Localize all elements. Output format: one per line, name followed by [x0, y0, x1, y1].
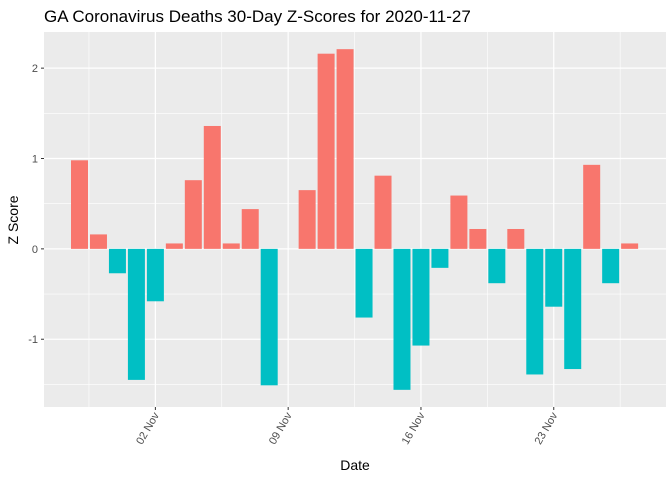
- bar: [146, 248, 164, 302]
- y-tick-label: 0: [32, 244, 38, 256]
- bar: [71, 160, 88, 249]
- bar: [583, 164, 601, 249]
- bar: [488, 248, 506, 284]
- bar: [336, 49, 354, 249]
- y-axis-title: Z Score: [5, 195, 21, 244]
- bar: [526, 248, 544, 375]
- x-tick-label: 02 Nov: [134, 410, 162, 447]
- bar: [412, 248, 430, 346]
- x-tick-label: 09 Nov: [267, 410, 295, 447]
- bar: [241, 209, 259, 249]
- bar: [545, 248, 563, 307]
- bar: [298, 190, 316, 249]
- bar: [621, 243, 639, 249]
- y-axis: -1 0 1 2: [28, 63, 44, 346]
- x-axis: 02 Nov 09 Nov 16 Nov 23 Nov: [134, 407, 561, 447]
- bar: [564, 248, 582, 370]
- bar: [89, 234, 107, 249]
- bar: [203, 125, 221, 249]
- y-tick-label: 2: [32, 63, 38, 75]
- bar: [108, 248, 126, 274]
- bar: [165, 243, 183, 249]
- chart-title: GA Coronavirus Deaths 30-Day Z-Scores fo…: [44, 7, 471, 26]
- bar: [222, 243, 240, 249]
- y-tick-label: -1: [28, 334, 38, 346]
- x-tick-label: 16 Nov: [400, 410, 428, 447]
- bar: [393, 248, 411, 390]
- plot-panel: [44, 32, 666, 407]
- bar: [184, 180, 202, 249]
- bar: [431, 248, 449, 268]
- x-tick-label: 23 Nov: [533, 410, 561, 447]
- bar: [355, 248, 373, 318]
- grid-lines: [44, 32, 666, 407]
- bar: [469, 228, 487, 249]
- bar: [317, 53, 335, 249]
- bar: [507, 228, 525, 249]
- bar: [260, 248, 278, 386]
- bar: [450, 195, 468, 249]
- bar: [127, 248, 145, 380]
- x-axis-title: Date: [340, 457, 370, 473]
- bars: [71, 49, 639, 390]
- bar: [374, 175, 392, 249]
- bar: [602, 248, 620, 284]
- y-tick-label: 1: [32, 154, 38, 166]
